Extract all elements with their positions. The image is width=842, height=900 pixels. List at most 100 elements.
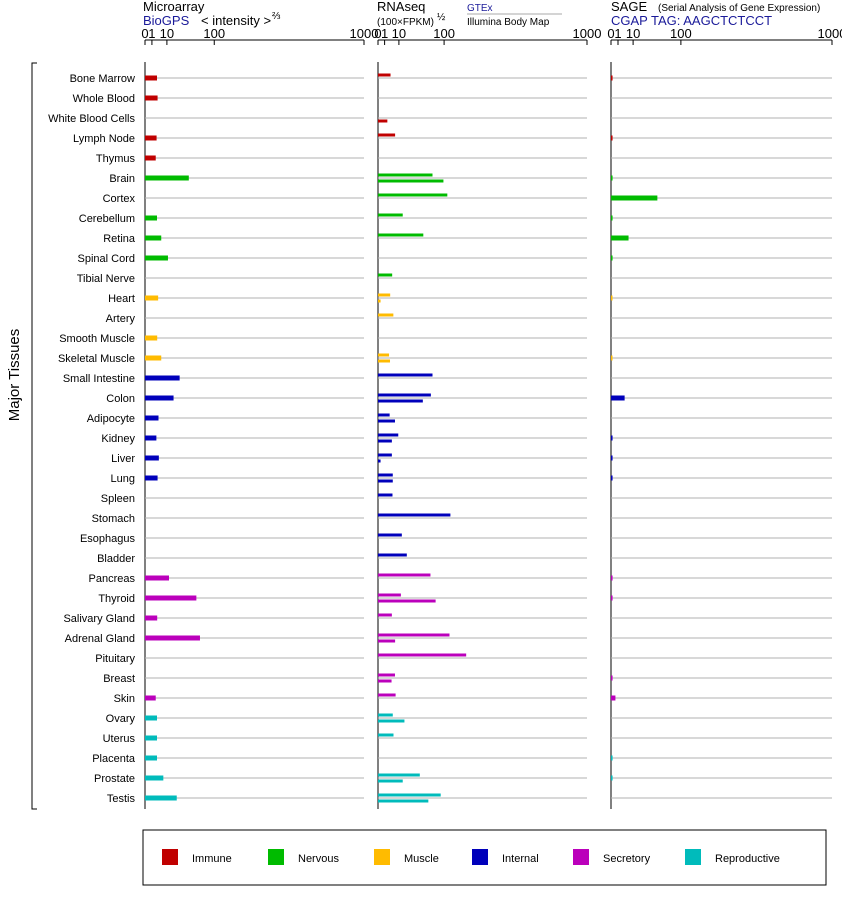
tissue-label: Lung	[111, 473, 135, 485]
legend-swatch-muscle	[374, 849, 390, 865]
gtex-bar	[378, 133, 396, 137]
sage-bar	[611, 215, 613, 221]
microarray-tick-label: 10	[160, 26, 174, 41]
tissue-label: Skeletal Muscle	[58, 353, 135, 365]
tissue-label: Thymus	[96, 153, 136, 165]
tissue-label: Artery	[106, 313, 136, 325]
microarray-bar	[145, 635, 200, 641]
tissue-label: Salivary Gland	[63, 613, 135, 625]
biogps-link[interactable]: BioGPS	[143, 13, 190, 28]
microarray-scale-exponent: ⅔	[272, 11, 281, 22]
microarray-bar	[145, 175, 189, 181]
axes-group: 011010010000110100100001101001000	[141, 26, 842, 809]
gtex-bar	[378, 353, 390, 357]
microarray-bar	[145, 695, 156, 701]
microarray-bar	[145, 355, 162, 361]
gtex-bar	[378, 633, 450, 637]
sage-title-note: (Serial Analysis of Gene Expression)	[658, 3, 820, 14]
sage-bar	[611, 195, 658, 201]
illumina-bar	[378, 599, 436, 603]
gtex-bar	[378, 693, 396, 697]
microarray-bar	[145, 575, 169, 581]
rnaseq-tick-label: 1000	[573, 26, 602, 41]
tissue-label: Esophagus	[80, 533, 136, 545]
tissue-label: Pancreas	[89, 573, 136, 585]
y-axis-label: Major Tissues	[6, 329, 23, 422]
tissue-bracket	[31, 62, 37, 810]
gtex-bar	[378, 513, 451, 517]
legend-swatch-internal	[472, 849, 488, 865]
gtex-bar	[378, 233, 424, 237]
illumina-bar	[378, 119, 388, 123]
microarray-title: Microarray	[143, 0, 205, 14]
legend-swatch-secretory	[573, 849, 589, 865]
gtex-link[interactable]: GTEx	[467, 3, 493, 14]
tissue-label: Prostate	[94, 773, 135, 785]
gtex-bar	[378, 433, 399, 437]
gtex-bar	[378, 193, 448, 197]
microarray-bar	[145, 75, 157, 81]
rnaseq-title: RNAseq	[377, 0, 425, 14]
gtex-bar	[378, 653, 467, 657]
gtex-bar	[378, 313, 394, 317]
rnaseq-tick-label: 10	[392, 26, 406, 41]
sage-tag-link[interactable]: CGAP TAG: AAGCTCTCCT	[611, 13, 772, 28]
illumina-bar	[378, 399, 423, 403]
tissue-label: Testis	[107, 793, 136, 805]
gtex-bar	[378, 453, 392, 457]
illumina-bar	[378, 419, 395, 423]
gtex-bar	[378, 173, 433, 177]
rnaseq-unit-exponent: ½	[437, 12, 446, 23]
microarray-tick-label: 0	[141, 26, 148, 41]
tissue-label: Bone Marrow	[70, 73, 135, 85]
microarray-bar	[145, 295, 159, 301]
gtex-bar	[378, 413, 390, 417]
sage-bar	[611, 255, 613, 261]
microarray-bar	[145, 595, 197, 601]
gtex-bar	[378, 393, 431, 397]
tissue-label: White Blood Cells	[48, 113, 135, 125]
illumina-bar	[378, 479, 393, 483]
tissue-label: Smooth Muscle	[59, 333, 135, 345]
sage-bar	[611, 695, 616, 701]
legend: Immune Nervous Muscle Internal Secretory Repr…	[162, 849, 780, 865]
illumina-bar	[378, 459, 381, 463]
sage-bar	[611, 395, 625, 401]
tissue-label: Thyroid	[98, 593, 135, 605]
legend-label-secretory: Secretory	[603, 853, 651, 865]
illumina-bar	[378, 179, 444, 183]
tissue-label: Ovary	[106, 713, 136, 725]
tissue-label: Colon	[106, 393, 135, 405]
illumina-bar	[378, 679, 392, 683]
legend-label-muscle: Muscle	[404, 853, 439, 865]
gtex-bar	[378, 73, 391, 77]
microarray-bar	[145, 715, 157, 721]
gtex-bar	[378, 493, 393, 497]
gtex-bar	[378, 673, 395, 677]
illumina-body-map-label: Illumina Body Map	[467, 17, 550, 28]
legend-swatch-nervous	[268, 849, 284, 865]
tissue-label: Uterus	[103, 733, 136, 745]
sage-tick-label: 0	[607, 26, 614, 41]
microarray-bar	[145, 435, 157, 441]
sage-bar	[611, 295, 613, 301]
tissue-label: Adipocyte	[87, 413, 135, 425]
tissue-label: Skin	[114, 693, 135, 705]
microarray-bar	[145, 615, 158, 621]
sage-tick-label: 100	[670, 26, 692, 41]
gtex-bar	[378, 573, 431, 577]
microarray-bar	[145, 135, 157, 141]
rnaseq-tick-label: 0	[374, 26, 381, 41]
tissue-label: Spinal Cord	[78, 253, 135, 265]
microarray-bar	[145, 475, 158, 481]
tissue-label: Spleen	[101, 493, 135, 505]
tissue-label: Tibial Nerve	[77, 273, 135, 285]
legend-label-immune: Immune	[192, 853, 232, 865]
tissue-label: Breast	[103, 673, 135, 685]
microarray-scale-label: < intensity >	[201, 13, 271, 28]
sage-bar	[611, 75, 613, 81]
sage-bar	[611, 775, 613, 781]
tissue-label: Bladder	[97, 553, 135, 565]
legend-label-reproductive: Reproductive	[715, 853, 780, 865]
